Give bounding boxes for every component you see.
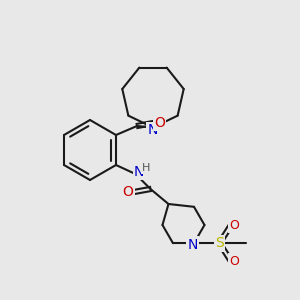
Text: H: H: [142, 163, 150, 173]
Text: O: O: [230, 255, 239, 268]
Text: O: O: [154, 116, 165, 130]
Text: O: O: [230, 219, 239, 232]
Text: N: N: [134, 165, 144, 179]
Text: N: N: [187, 238, 198, 252]
Text: S: S: [215, 236, 224, 250]
Text: O: O: [122, 185, 134, 199]
Text: N: N: [148, 123, 158, 137]
